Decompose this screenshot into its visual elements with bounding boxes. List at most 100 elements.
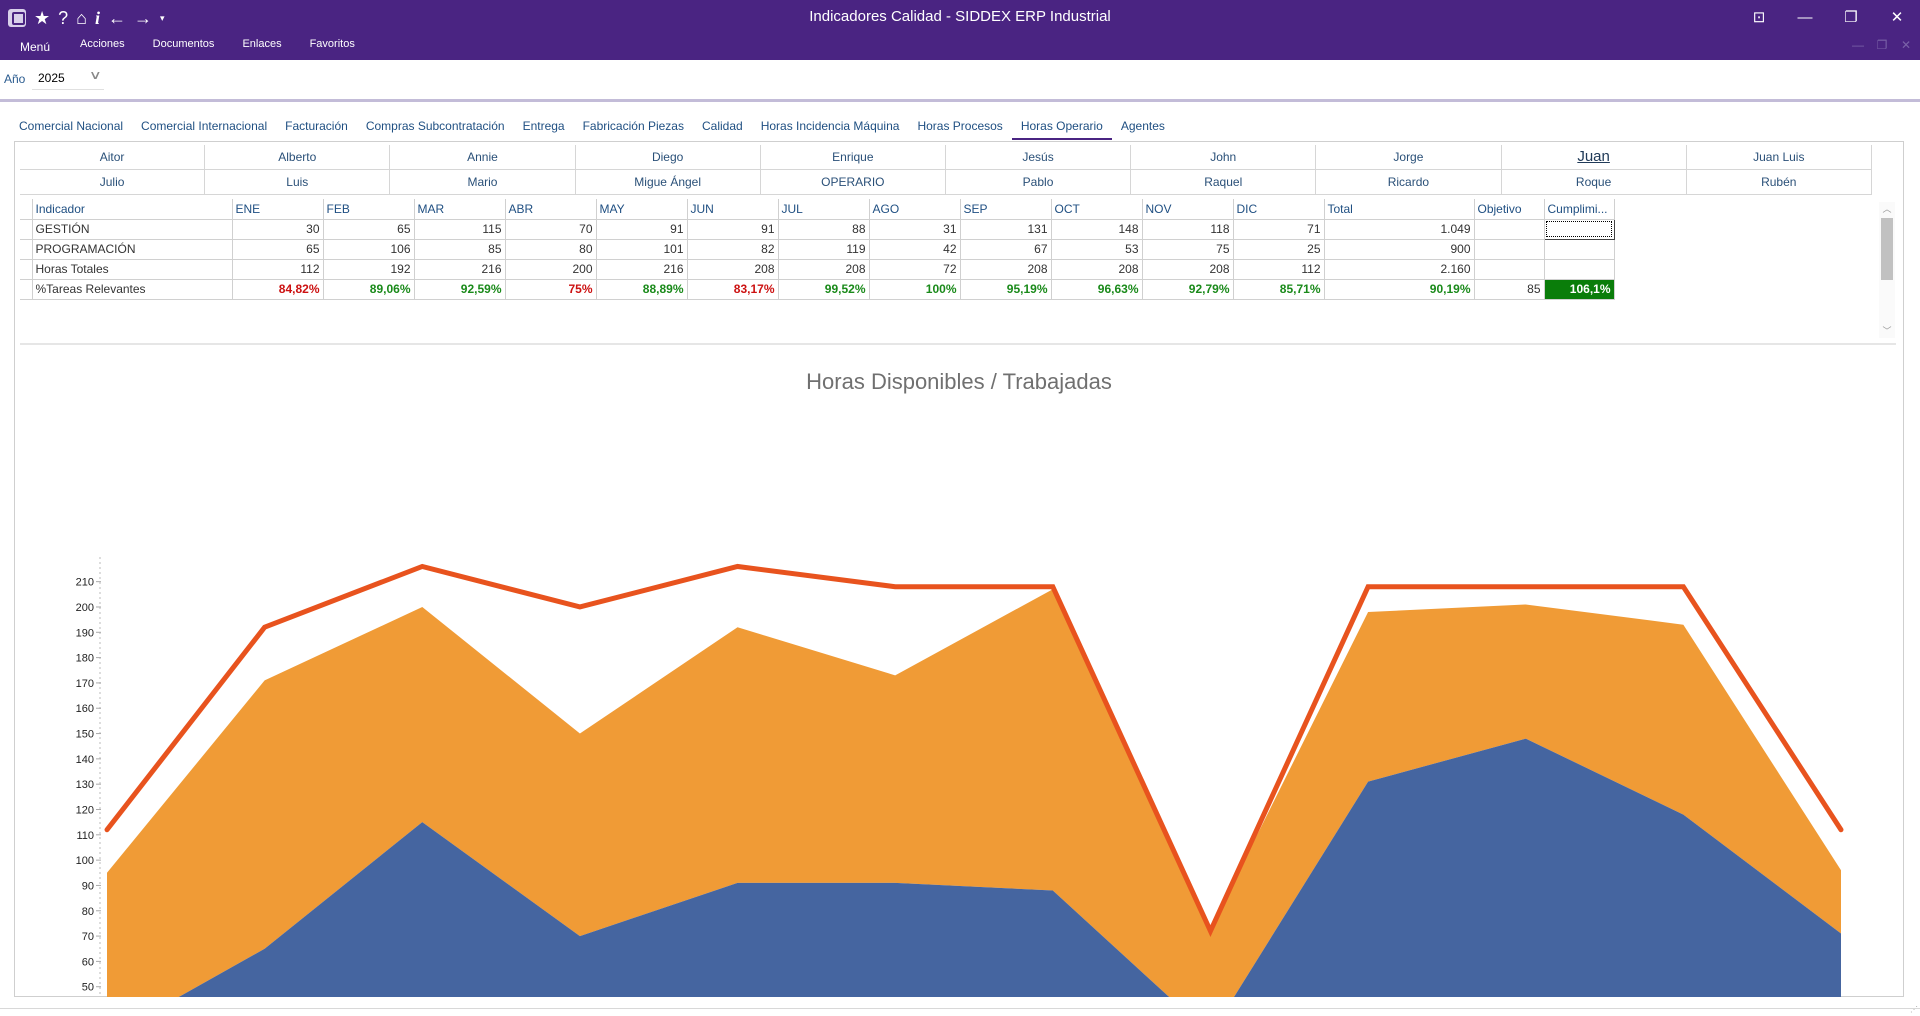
data-point-programacion-nov[interactable] xyxy=(1680,622,1686,628)
table-cell[interactable]: 115 xyxy=(413,218,506,240)
area-gestion[interactable] xyxy=(107,738,1841,997)
data-point-programacion-feb[interactable] xyxy=(262,677,268,683)
column-header[interactable]: JUN xyxy=(686,199,779,220)
operator-button[interactable]: Enrique xyxy=(761,145,946,169)
menu-item-acciones[interactable]: Acciones xyxy=(80,38,125,50)
table-cell[interactable]: 99,52% xyxy=(777,278,870,300)
operator-button[interactable]: Luis xyxy=(205,170,391,194)
operator-button[interactable]: Rubén xyxy=(1687,170,1872,194)
table-cell[interactable]: 72 xyxy=(868,258,961,280)
back-arrow-icon[interactable]: ← xyxy=(108,8,127,28)
total-cell[interactable]: 2.160 xyxy=(1323,258,1475,280)
column-header[interactable]: MAR xyxy=(413,199,506,220)
table-cell[interactable]: 70 xyxy=(504,218,597,240)
customize-dropdown-icon[interactable]: ▾ xyxy=(160,12,165,23)
operator-button[interactable]: Migue Ángel xyxy=(576,170,761,194)
table-cell[interactable]: 30 xyxy=(231,218,324,240)
tab-agentes[interactable]: Agentes xyxy=(1120,119,1165,133)
scroll-thumb[interactable] xyxy=(1881,218,1893,280)
grid-scrollbar[interactable]: ︿ ﹀ xyxy=(1879,202,1895,338)
data-point-gestion-oct[interactable] xyxy=(1523,736,1529,742)
operator-button[interactable]: Ricardo xyxy=(1316,170,1502,194)
table-cell[interactable]: 112 xyxy=(1232,258,1325,280)
table-cell[interactable]: 208 xyxy=(777,258,870,280)
operator-button[interactable]: John xyxy=(1131,145,1317,169)
area-programacion[interactable] xyxy=(107,589,1841,997)
total-cell[interactable]: 90,19% xyxy=(1323,278,1475,300)
data-point-programacion-may[interactable] xyxy=(735,624,741,630)
compliance-cell[interactable] xyxy=(1543,218,1615,240)
table-cell[interactable]: 25 xyxy=(1232,238,1325,260)
line-horas-totales[interactable] xyxy=(104,563,1844,938)
table-cell[interactable]: 118 xyxy=(1141,218,1234,240)
table-cell[interactable]: 216 xyxy=(595,258,688,280)
table-cell[interactable]: 83,17% xyxy=(686,278,779,300)
table-cell[interactable]: 91 xyxy=(595,218,688,240)
table-cell[interactable]: 53 xyxy=(1050,238,1143,260)
data-point-programacion-dic[interactable] xyxy=(1838,867,1844,873)
column-header[interactable]: MAY xyxy=(595,199,688,220)
total-cell[interactable]: 1.049 xyxy=(1323,218,1475,240)
data-point-gestion-may[interactable] xyxy=(735,880,741,886)
table-cell[interactable]: 96,63% xyxy=(1050,278,1143,300)
operator-button[interactable]: Raquel xyxy=(1131,170,1317,194)
data-point-programacion-oct[interactable] xyxy=(1523,601,1529,607)
objective-cell[interactable] xyxy=(1473,218,1545,240)
tab-horas-procesos[interactable]: Horas Procesos xyxy=(917,119,1003,133)
operator-button[interactable]: Jorge xyxy=(1316,145,1502,169)
doc-restore-icon[interactable]: ❐ xyxy=(1876,38,1888,52)
operator-button[interactable]: OPERARIO xyxy=(761,170,946,194)
table-row[interactable]: GESTIÓN 30 65 115 70 91 91 88 31 131 148 118 71 1.049 xyxy=(20,218,1615,240)
operator-button[interactable]: Aitor xyxy=(20,145,206,169)
table-cell[interactable]: 92,79% xyxy=(1141,278,1234,300)
menu-item-favoritos[interactable]: Favoritos xyxy=(309,38,355,50)
restore-icon[interactable]: ❐ xyxy=(1844,9,1858,26)
column-header[interactable]: Objetivo xyxy=(1473,199,1545,220)
column-header[interactable]: JUL xyxy=(777,199,870,220)
info-icon[interactable]: i xyxy=(95,8,101,28)
menu-item-documentos[interactable]: Documentos xyxy=(152,38,215,50)
table-row[interactable]: Horas Totales 112 192 216 200 216 208 208 72 208 2… xyxy=(20,258,1615,280)
compliance-cell[interactable]: 106,1% xyxy=(1543,278,1615,300)
column-header[interactable]: SEP xyxy=(959,199,1052,220)
tab-comercial-nacional[interactable]: Comercial Nacional xyxy=(19,119,124,133)
data-point-programacion-mar[interactable] xyxy=(419,604,425,610)
table-cell[interactable]: 119 xyxy=(777,238,870,260)
tab-horas-operario[interactable]: Horas Operario xyxy=(1011,118,1112,140)
table-cell[interactable]: 208 xyxy=(959,258,1052,280)
operator-button[interactable]: Pablo xyxy=(946,170,1132,194)
compliance-cell[interactable] xyxy=(1543,238,1615,260)
column-header[interactable]: FEB xyxy=(322,199,415,220)
table-cell[interactable]: 67 xyxy=(959,238,1052,260)
tab-comercial-internacional[interactable]: Comercial Internacional xyxy=(141,119,268,133)
table-cell[interactable]: 91 xyxy=(686,218,779,240)
pin-icon[interactable]: ⊡ xyxy=(1752,9,1766,26)
doc-minimize-icon[interactable]: — xyxy=(1852,38,1864,52)
table-cell[interactable]: 208 xyxy=(1050,258,1143,280)
table-cell[interactable]: 92,59% xyxy=(413,278,506,300)
operator-button[interactable]: Jesús xyxy=(946,145,1132,169)
help-icon[interactable]: ? xyxy=(58,8,69,28)
tab-entrega[interactable]: Entrega xyxy=(522,119,565,133)
year-select[interactable]: 2025 ∨ xyxy=(32,66,104,90)
menu-item-menu[interactable]: Menú xyxy=(20,40,51,54)
data-point-programacion-abr[interactable] xyxy=(577,731,583,737)
data-point-gestion-sep[interactable] xyxy=(1365,779,1371,785)
table-cell[interactable]: 200 xyxy=(504,258,597,280)
data-point-programacion-jun[interactable] xyxy=(892,672,898,678)
table-cell[interactable]: 80 xyxy=(504,238,597,260)
table-cell[interactable]: 192 xyxy=(322,258,415,280)
column-header[interactable]: NOV xyxy=(1141,199,1234,220)
data-point-gestion-jun[interactable] xyxy=(892,880,898,886)
data-point-gestion-jul[interactable] xyxy=(1050,888,1056,894)
column-header[interactable]: OCT xyxy=(1050,199,1143,220)
total-cell[interactable]: 900 xyxy=(1323,238,1475,260)
table-cell[interactable]: 88 xyxy=(777,218,870,240)
table-cell[interactable]: 101 xyxy=(595,238,688,260)
row-selector[interactable] xyxy=(20,218,33,240)
tab-calidad[interactable]: Calidad xyxy=(701,119,743,133)
column-header[interactable]: DIC xyxy=(1232,199,1325,220)
operator-button[interactable]: Annie xyxy=(390,145,576,169)
row-selector[interactable] xyxy=(20,238,33,260)
forward-arrow-icon[interactable]: → xyxy=(134,8,153,28)
